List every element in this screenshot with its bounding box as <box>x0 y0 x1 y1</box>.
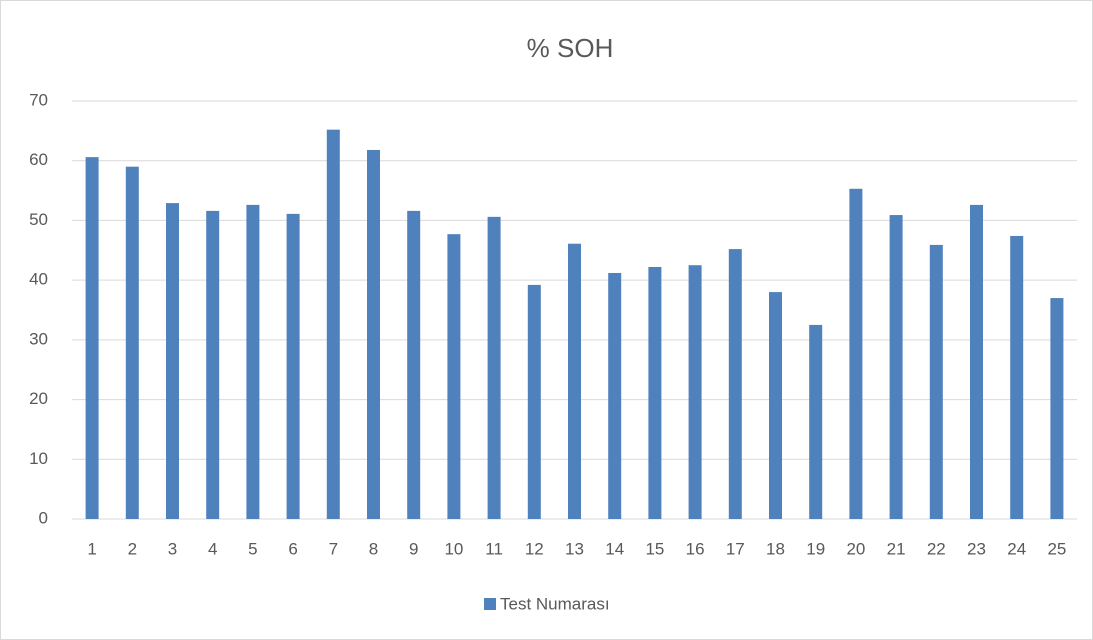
x-tick-label: 15 <box>645 539 664 558</box>
x-tick-label: 20 <box>846 539 865 558</box>
bar <box>849 188 863 519</box>
bar <box>608 272 622 519</box>
chart-title: % SOH <box>527 33 614 63</box>
x-tick-label: 17 <box>726 539 745 558</box>
x-tick-label: 19 <box>806 539 825 558</box>
x-tick-label: 21 <box>887 539 906 558</box>
x-tick-label: 6 <box>288 539 297 558</box>
bar <box>246 204 260 519</box>
bar <box>1010 235 1024 519</box>
bar <box>970 204 983 519</box>
x-tick-label: 16 <box>686 539 705 558</box>
y-tick-label: 50 <box>29 210 48 229</box>
x-tick-label: 2 <box>128 539 137 558</box>
bar <box>125 166 139 519</box>
x-tick-label: 5 <box>248 539 257 558</box>
x-tick-label: 9 <box>409 539 418 558</box>
x-tick-label: 1 <box>87 539 96 558</box>
bar <box>728 249 742 519</box>
x-tick-label: 7 <box>329 539 338 558</box>
legend-label: Test Numarası <box>500 594 610 613</box>
bar <box>447 234 461 520</box>
y-tick-label: 30 <box>29 329 48 348</box>
bar <box>85 157 99 520</box>
bar <box>407 210 421 520</box>
bar <box>487 216 501 520</box>
bar <box>648 267 662 519</box>
y-tick-label: 60 <box>29 150 48 169</box>
bar <box>889 215 903 519</box>
x-tick-label: 24 <box>1007 539 1026 558</box>
y-tick-label: 0 <box>39 508 48 527</box>
x-tick-label: 12 <box>525 539 544 558</box>
x-tick-label: 22 <box>927 539 946 558</box>
bar <box>527 284 541 519</box>
x-tick-label: 25 <box>1047 539 1066 558</box>
y-tick-label: 20 <box>29 389 48 408</box>
y-tick-label: 70 <box>29 90 48 109</box>
bar <box>809 324 823 519</box>
x-tick-label: 8 <box>369 539 378 558</box>
bar <box>206 210 220 520</box>
x-tick-label: 13 <box>565 539 584 558</box>
x-tick-label: 18 <box>766 539 785 558</box>
bar <box>326 129 340 520</box>
x-tick-label: 10 <box>444 539 463 558</box>
x-tick-label: 23 <box>967 539 986 558</box>
bar <box>367 149 380 520</box>
x-tick-label: 3 <box>168 539 177 558</box>
bar <box>688 265 702 519</box>
bar <box>929 244 943 519</box>
bar <box>1050 298 1064 519</box>
y-tick-label: 40 <box>29 270 48 289</box>
legend-swatch <box>484 598 496 610</box>
bar <box>568 243 581 519</box>
x-tick-label: 14 <box>605 539 624 558</box>
bar <box>286 213 300 520</box>
bar <box>166 203 179 519</box>
x-tick-label: 4 <box>208 539 217 558</box>
x-tick-label: 11 <box>485 539 503 558</box>
y-tick-label: 10 <box>29 449 48 468</box>
bar <box>769 292 782 519</box>
